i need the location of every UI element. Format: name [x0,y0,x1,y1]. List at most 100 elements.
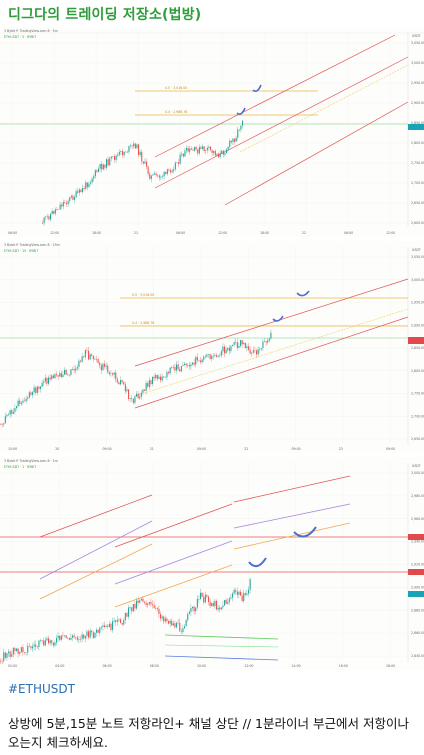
candle-body [203,146,205,151]
candle-body [203,356,205,360]
candle-body [165,171,167,175]
chart-15m[interactable]: 3 Bybit P. TradingView.com 8 · 15m ETHUS… [0,241,424,453]
candle-body [218,153,220,158]
candle-body [22,400,24,403]
candle-body [248,346,250,350]
resistance-mark [296,290,310,297]
candle-body [184,626,186,629]
time-tick: 08:00 [150,664,159,668]
candle-body [60,373,62,377]
candle-body [153,605,155,609]
candle-body [163,376,165,378]
candle-body [99,362,101,366]
candle-body [174,162,176,170]
candle-body [24,652,26,653]
candle-body [130,145,132,147]
candle-body [124,612,126,620]
candle-body [94,170,96,177]
candle-body [24,400,26,402]
time-tick: 09:00 [197,447,206,451]
candle-body [194,146,196,151]
candle-body [179,369,181,372]
time-tick: 18:00 [260,231,269,235]
candle-body [54,209,56,214]
candle-body [140,598,142,601]
candle-body [109,158,111,166]
candle-body [164,377,166,378]
candle-body [107,159,109,166]
candle-body [241,340,243,345]
price-tick: 2,700.00 [411,414,424,418]
candle-body [40,386,42,389]
candle-body [240,340,242,347]
candle-body [42,223,44,224]
candle-body [9,410,11,415]
candle-body [56,374,58,376]
chart-5m[interactable]: 3 Bybit P. TradingView.com 8 · 5m ETHUSD… [0,27,424,237]
candle-body [131,398,133,399]
candle-body [219,153,221,158]
candle-body [160,376,162,381]
candle-body [14,408,16,412]
candle-body [171,620,173,626]
candle-body [205,150,207,151]
candle-body [96,629,98,633]
candle-body [40,640,42,641]
hashtag-link[interactable]: #ETHUSDT [8,682,75,696]
candle-body [93,176,95,179]
candle-body [244,342,246,348]
candle-body [62,635,64,636]
candle-body [72,635,74,638]
candle-body [150,380,152,384]
candle-body [28,645,30,647]
chart-1m[interactable]: 3 Bybit P. TradingView.com 8 · 1m ETHUSD… [0,457,424,670]
candle-body [179,154,181,164]
candle-body [106,159,108,168]
candle-body [104,363,106,367]
candle-body [196,599,198,608]
candle-body [84,350,86,358]
candle-body [158,175,160,178]
candle-body [174,366,176,371]
candle-body [230,597,232,599]
candle-body [153,376,155,379]
price-tick: 2,920.00 [411,563,424,567]
candle-body [260,348,262,349]
chart-header: 3 Bybit P. TradingView.com 8 · 1m [4,459,58,463]
candle-body [54,374,56,379]
candle-body [180,631,182,632]
candle-body [208,596,210,603]
candle-body [60,635,62,640]
candle-body [100,626,102,628]
post-caption: 상방에 5분,15분 노트 저항라인+ 채널 상단 // 1분라이너 부근에서 … [8,716,409,750]
price-tick: 2,980.00 [411,494,424,498]
candle-body [222,346,224,352]
candle-body [45,216,47,218]
price-tick: 2,850.00 [411,346,424,350]
candle-body [224,346,226,354]
candle-body [114,156,116,160]
candle-body [251,352,253,354]
candle-body [11,654,13,657]
candle-body [152,604,154,606]
candle-body [48,638,50,644]
candle-body [22,647,24,653]
candle-body [244,593,246,595]
candle-body [221,150,223,154]
candle-body [120,151,122,153]
candle-body [240,591,242,596]
candle-body [48,216,50,220]
currency-label: USDT [412,34,421,38]
candle-body [122,151,124,156]
candle-body [104,625,106,627]
candle-body [126,151,128,153]
candle-body [80,639,82,640]
candle-body [178,162,180,164]
candles [0,329,272,428]
candle-body [139,600,141,603]
candle-body [73,368,75,371]
candle-body [132,604,134,612]
chart-header: 3 Bybit P. TradingView.com 8 · 15m [4,243,60,247]
candle-body [43,381,45,383]
candle-body [104,164,106,168]
